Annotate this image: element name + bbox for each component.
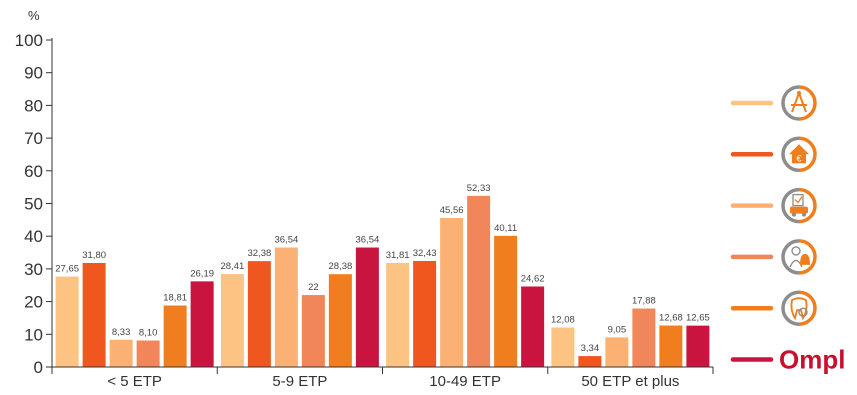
bar-value-label: 28,38 <box>328 261 352 272</box>
bar-value-label: 31,81 <box>386 250 410 261</box>
bar <box>386 262 410 367</box>
bar <box>659 325 683 367</box>
bar-value-label: 8,10 <box>139 328 158 339</box>
y-tick-label: 70 <box>24 129 43 148</box>
y-tick-label: 60 <box>24 162 43 181</box>
legend-item: Ompl <box>730 345 845 375</box>
bar-value-label: 3,34 <box>581 343 600 354</box>
bar <box>413 260 437 367</box>
bar <box>632 308 656 367</box>
bar <box>686 325 710 367</box>
bar-value-label: 12,68 <box>659 313 683 324</box>
legend-item <box>730 85 817 121</box>
y-tick-label: 40 <box>24 227 43 246</box>
legend-item <box>730 239 817 275</box>
person-bell-icon <box>781 239 817 275</box>
bar-value-label: 36,54 <box>274 235 298 246</box>
y-tick-label: 50 <box>24 195 43 214</box>
svg-text:€: € <box>796 153 801 163</box>
category-label: 10-49 ETP <box>429 373 501 390</box>
bar <box>109 339 133 367</box>
bar <box>355 247 379 367</box>
legend-item: € <box>730 136 817 173</box>
bar-value-label: 32,38 <box>247 248 271 259</box>
bar <box>467 195 491 367</box>
bar-value-label: 27,65 <box>55 264 79 275</box>
bar-value-label: 40,11 <box>494 223 517 234</box>
bar <box>55 276 79 367</box>
y-tick-label: 100 <box>15 31 43 50</box>
y-tick-label: 10 <box>24 325 43 344</box>
bar <box>551 327 575 367</box>
bar-value-label: 12,08 <box>551 314 575 325</box>
y-tick-label: 80 <box>24 96 43 115</box>
y-tick-label: 30 <box>24 260 43 279</box>
bar-value-label: 18,81 <box>163 292 187 303</box>
y-tick-label: 20 <box>24 293 43 312</box>
y-axis-unit-label: % <box>28 8 40 23</box>
bar-value-label: 28,41 <box>220 261 244 272</box>
bar <box>82 263 106 367</box>
bar <box>494 235 518 367</box>
category-label: 50 ETP et plus <box>581 373 679 390</box>
bar <box>301 295 325 367</box>
legend-item <box>730 187 817 224</box>
bar <box>247 261 271 367</box>
vehicle-document-icon <box>781 187 817 224</box>
bar-value-label: 9,05 <box>608 324 627 335</box>
bar-value-label: 17,88 <box>632 296 656 307</box>
y-axis-ticks: 0 10 20 30 40 50 60 70 80 90 100 <box>15 31 52 377</box>
bar-value-label: 52,33 <box>467 183 491 194</box>
category-label: 5-9 ETP <box>272 373 327 390</box>
legend-item <box>730 290 817 326</box>
bar-value-label: 8,33 <box>112 327 131 338</box>
y-tick-label: 90 <box>24 64 43 83</box>
house-euro-icon: € <box>781 136 817 173</box>
tooth-icon <box>781 290 817 326</box>
bar-value-label: 32,43 <box>413 248 437 259</box>
bar-value-label: 31,80 <box>82 250 106 261</box>
bar-value-label: 26,19 <box>190 268 214 279</box>
bar-value-label: 36,54 <box>355 235 379 246</box>
bar-value-label: 22 <box>308 282 319 293</box>
bars-group <box>55 195 710 367</box>
bar <box>605 337 629 367</box>
category-labels-group: < 5 ETP 5-9 ETP 10-49 ETP 50 ETP et plus <box>107 373 679 390</box>
bar <box>440 218 464 367</box>
bar <box>190 281 214 367</box>
legend: € Ompl <box>730 85 845 375</box>
bar <box>521 286 545 367</box>
bar <box>163 305 187 367</box>
ompl-logo: Ompl <box>779 345 845 375</box>
bar <box>578 356 602 367</box>
category-label: < 5 ETP <box>107 373 162 390</box>
axes-group <box>51 38 714 374</box>
bar-value-label: 45,56 <box>440 205 464 216</box>
bar <box>220 274 244 367</box>
compass-ruler-icon <box>781 85 817 121</box>
y-tick-label: 0 <box>34 358 43 377</box>
bar-value-label: 12,65 <box>686 313 710 324</box>
bar <box>274 247 298 367</box>
bar <box>328 274 352 367</box>
bar <box>136 340 160 367</box>
bar-value-label: 24,62 <box>521 273 545 284</box>
